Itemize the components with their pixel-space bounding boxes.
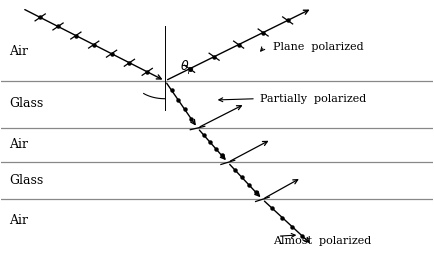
Text: Plane  polarized: Plane polarized bbox=[273, 41, 364, 51]
Text: Almost  polarized: Almost polarized bbox=[273, 236, 372, 246]
Text: Glass: Glass bbox=[10, 174, 43, 187]
Text: Air: Air bbox=[10, 138, 28, 151]
Text: Partially  polarized: Partially polarized bbox=[260, 94, 366, 104]
Text: Glass: Glass bbox=[10, 97, 43, 110]
Text: $\theta_p$: $\theta_p$ bbox=[180, 59, 195, 77]
Text: Air: Air bbox=[10, 45, 28, 58]
Text: Air: Air bbox=[10, 215, 28, 227]
